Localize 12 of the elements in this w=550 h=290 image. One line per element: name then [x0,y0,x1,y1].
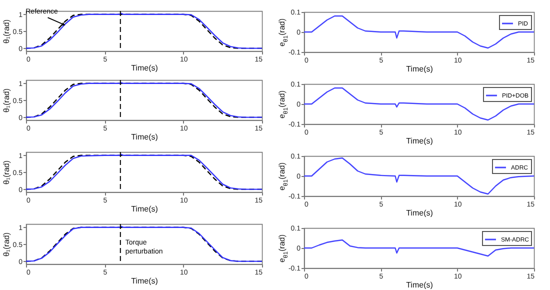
x-axis-title: Time(s) [131,276,158,286]
y-axis-title: θ₁(rad) [2,88,11,113]
x-axis-title: Time(s) [131,204,158,214]
x-axis-title: Time(s) [406,280,434,290]
y-axis-title: θ₁(rad) [2,232,11,257]
x-axis-title: Time(s) [406,208,434,218]
x-axis-title: Time(s) [131,64,158,72]
y-axis-title: θ₁(rad) [2,19,11,44]
x-axis-title: Time(s) [406,136,434,146]
y-axis-title: θ₁(rad) [2,160,11,185]
x-axis-title: Time(s) [406,64,434,74]
x-axis-title: Time(s) [131,132,158,142]
